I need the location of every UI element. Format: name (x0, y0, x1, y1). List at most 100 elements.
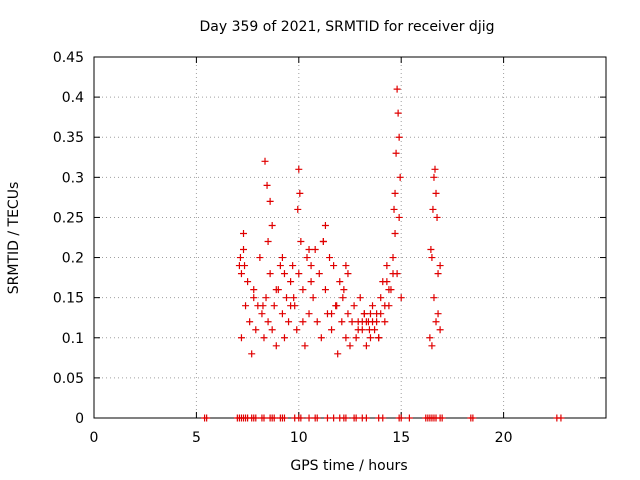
data-point (350, 302, 358, 310)
data-point (260, 334, 268, 342)
data-point (377, 294, 385, 302)
data-point (362, 414, 370, 422)
data-point (330, 262, 338, 270)
data-point (431, 165, 439, 173)
data-point (270, 414, 278, 422)
data-point (272, 342, 280, 350)
data-point (557, 414, 565, 422)
plot-frame (93, 56, 607, 419)
data-point (360, 310, 368, 318)
chart-title: Day 359 of 2021, SRMTID for receiver dji… (200, 19, 495, 35)
data-point (311, 246, 319, 254)
data-point (326, 254, 334, 262)
data-point (305, 310, 313, 318)
data-point (362, 342, 370, 350)
data-point (256, 254, 264, 262)
data-point (342, 414, 350, 422)
data-point (330, 414, 338, 422)
y-tick-label: 0.45 (53, 50, 84, 66)
data-point (307, 278, 315, 286)
data-point (436, 326, 444, 334)
data-point (385, 286, 393, 294)
data-point (250, 286, 258, 294)
data-point (317, 334, 325, 342)
data-point (391, 229, 399, 237)
data-point (383, 278, 391, 286)
data-point (248, 350, 256, 358)
data-point (261, 157, 269, 165)
data-point (270, 302, 278, 310)
data-point (266, 197, 274, 205)
data-point (392, 149, 400, 157)
x-tick-label: 20 (495, 430, 513, 446)
data-point (356, 294, 364, 302)
data-point (272, 286, 280, 294)
data-point (342, 334, 350, 342)
x-tick-label: 5 (192, 430, 201, 446)
data-point (358, 318, 366, 326)
data-point (369, 302, 377, 310)
axis-ticks: 0 5 10 15 20 0 0.05 0.1 0.15 0.2 0.25 0.3 0.35 0.4 0.4… (53, 50, 606, 446)
data-point (336, 278, 344, 286)
data-point (246, 318, 254, 326)
data-point (309, 294, 317, 302)
data-point (264, 318, 272, 326)
data-point (352, 414, 360, 422)
data-point (240, 246, 248, 254)
data-point (297, 238, 305, 246)
data-point (395, 213, 403, 221)
data-point (252, 326, 260, 334)
data-point (319, 238, 327, 246)
data-point (258, 310, 266, 318)
data-point (237, 334, 245, 342)
data-point (344, 310, 352, 318)
data-point (393, 85, 401, 93)
data-point (263, 181, 271, 189)
data-point (428, 254, 436, 262)
data-point (236, 254, 244, 262)
data-point (280, 414, 288, 422)
x-tick-label: 15 (392, 430, 410, 446)
data-point (432, 189, 440, 197)
data-point (280, 270, 288, 278)
data-point (366, 334, 374, 342)
y-tick-label: 0.4 (62, 90, 84, 106)
data-point (430, 173, 438, 181)
data-point (397, 294, 405, 302)
data-point (287, 302, 295, 310)
data-point (297, 414, 305, 422)
data-point (307, 262, 315, 270)
y-tick-label: 0.05 (53, 371, 84, 387)
data-point (203, 414, 211, 422)
y-tick-label: 0.15 (53, 291, 84, 307)
x-axis-label: GPS time / hours (290, 458, 407, 474)
data-point (328, 310, 336, 318)
y-tick-label: 0.2 (62, 251, 84, 267)
data-point (469, 414, 477, 422)
data-point (295, 165, 303, 173)
data-point (381, 302, 389, 310)
data-point (389, 270, 397, 278)
y-tick-label: 0.25 (53, 210, 84, 226)
data-point (352, 334, 360, 342)
data-point (323, 414, 331, 422)
data-point (381, 318, 389, 326)
data-point (313, 318, 321, 326)
data-point (262, 294, 270, 302)
data-point (305, 246, 313, 254)
x-tick-label: 0 (90, 430, 99, 446)
data-point (321, 286, 329, 294)
data-point (434, 270, 442, 278)
data-point (373, 318, 381, 326)
data-point (237, 270, 245, 278)
data-point (428, 342, 436, 350)
data-point (328, 326, 336, 334)
data-point (289, 262, 297, 270)
data-point (266, 270, 274, 278)
data-point (287, 278, 295, 286)
data-point (244, 278, 252, 286)
data-point (283, 294, 291, 302)
data-point (240, 229, 248, 237)
data-point (268, 221, 276, 229)
data-point (338, 318, 346, 326)
